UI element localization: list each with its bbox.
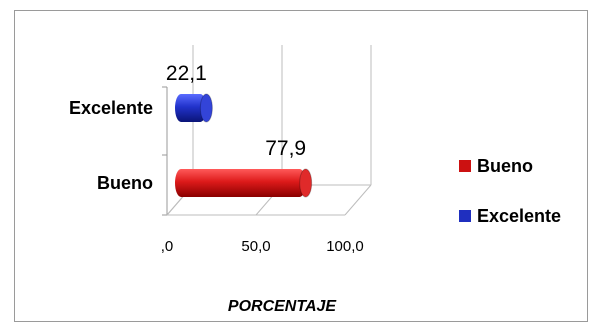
x-tick-label-0: ,0: [161, 238, 174, 255]
legend-label-bueno: Bueno: [477, 155, 533, 176]
legend: Bueno Excelente: [459, 151, 561, 251]
legend-swatch-bueno: [459, 160, 471, 172]
bar-bueno: [175, 168, 313, 198]
x-axis-title: PORCENTAJE: [228, 298, 337, 315]
bar-cap-bueno: [299, 168, 313, 198]
x-tick-label-2: 100,0: [326, 238, 364, 255]
bar-excelente: [175, 93, 213, 123]
legend-label-excelente: Excelente: [477, 205, 562, 226]
x-tick-label-1: 50,0: [241, 238, 270, 255]
legend-swatch-excelente: [459, 210, 471, 222]
floor-gridline-2: [344, 184, 372, 216]
bar-chart: ,0 50,0 100,0 Excelente 22,1 Bueno 77,9 PORCENT…: [69, 45, 372, 315]
legend-item-excelente: Excelente: [459, 201, 561, 231]
chart-frame: ,0 50,0 100,0 Excelente 22,1 Bueno 77,9 PORCENT…: [14, 10, 588, 322]
bar-cap-excelente: [199, 93, 213, 123]
category-label-excelente: Excelente: [69, 98, 153, 118]
bar-body-excelente: [175, 94, 207, 122]
category-label-bueno: Bueno: [97, 173, 153, 193]
legend-item-bueno: Bueno: [459, 151, 561, 181]
data-label-bueno: 77,9: [265, 137, 306, 160]
data-label-excelente: 22,1: [166, 62, 207, 85]
bar-body-bueno: [175, 169, 306, 197]
